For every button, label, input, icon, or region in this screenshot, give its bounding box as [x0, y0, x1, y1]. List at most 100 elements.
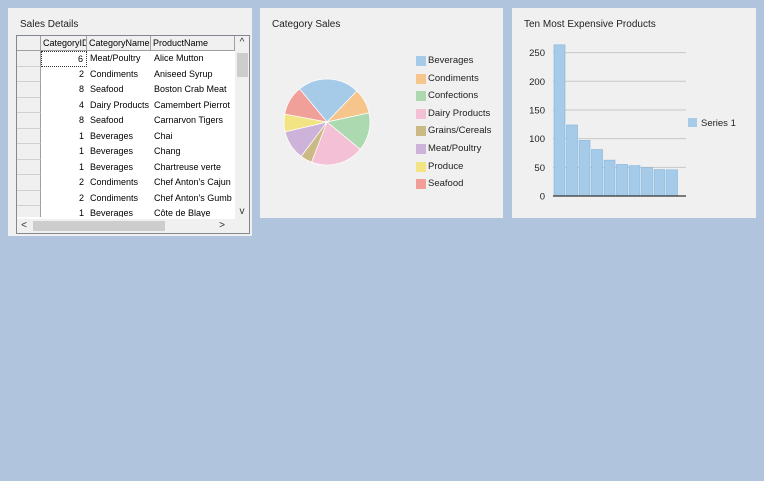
sales-details-panel: Sales Details CategoryID CategoryName Pr… — [8, 8, 252, 236]
cell-categoryid[interactable]: 8 — [78, 115, 84, 125]
vertical-scroll-thumb[interactable] — [237, 53, 248, 77]
bar-chart: 0 50 100 150 200 250 Series 1 — [529, 44, 736, 203]
row-header[interactable] — [17, 113, 41, 129]
cell-categoryid[interactable]: 2 — [78, 68, 84, 79]
row-header[interactable] — [17, 206, 41, 217]
cell-productname[interactable]: Côte de Blaye — [154, 208, 211, 217]
cell-productname[interactable]: Chartreuse verte — [154, 161, 222, 172]
bar — [628, 165, 641, 197]
legend-swatch — [688, 118, 697, 127]
legend-label: Series 1 — [701, 118, 736, 129]
sales-details-title: Sales Details — [20, 19, 79, 30]
bar — [553, 44, 566, 197]
table-row[interactable]: 2 Condiments Aniseed Syrup — [17, 66, 235, 82]
cell-categoryid[interactable]: 1 — [78, 146, 84, 156]
legend-swatch — [416, 91, 426, 102]
scroll-left-icon[interactable]: < — [21, 220, 27, 231]
category-sales-panel: Category Sales Beverages Condiments Confec… — [260, 8, 503, 218]
table-row[interactable]: 4 Dairy Products Camembert Pierrot — [17, 97, 235, 113]
row-header[interactable] — [17, 175, 41, 191]
column-header-productname[interactable]: ProductName — [151, 36, 235, 51]
table-row[interactable]: 2 Condiments Chef Anton's Cajun — [17, 175, 235, 191]
cell-categoryid[interactable]: 1 — [78, 208, 84, 217]
table-row[interactable]: 2 Condiments Chef Anton's Gumb — [17, 190, 235, 206]
bar — [641, 167, 653, 197]
row-header[interactable] — [17, 66, 41, 82]
bar — [616, 164, 628, 197]
cell-productname[interactable]: Chang — [154, 146, 181, 156]
y-tick-label: 200 — [529, 77, 545, 88]
pie-chart — [283, 78, 371, 166]
y-tick-label: 50 — [534, 163, 545, 174]
horizontal-scroll-thumb[interactable] — [33, 221, 165, 231]
bar — [566, 124, 578, 197]
scroll-up-icon[interactable]: ^ — [239, 37, 245, 48]
row-header[interactable] — [17, 97, 41, 113]
legend-label: Grains/Cereals — [428, 125, 492, 137]
cell-categoryid[interactable]: 8 — [78, 84, 84, 94]
cell-categoryname[interactable]: Seafood — [90, 84, 124, 94]
cell-productname[interactable]: Carnarvon Tigers — [154, 115, 224, 125]
table-row[interactable]: 8 Seafood Carnarvon Tigers — [17, 113, 235, 129]
cell-categoryname[interactable]: Seafood — [90, 115, 124, 125]
scrollbar-corner — [235, 219, 249, 233]
row-header[interactable] — [17, 51, 41, 67]
scroll-down-icon[interactable]: v — [239, 206, 245, 217]
cell-categoryname[interactable]: Beverages — [90, 161, 134, 172]
column-header-categoryid[interactable]: CategoryID — [41, 36, 87, 51]
bar — [591, 149, 603, 197]
cell-categoryid[interactable]: 2 — [78, 177, 84, 187]
cell-productname[interactable]: Chef Anton's Gumb — [154, 192, 232, 203]
vertical-scrollbar[interactable]: ^ v — [235, 36, 249, 219]
bar — [653, 169, 666, 197]
column-header-categoryname[interactable]: CategoryName — [87, 36, 151, 51]
cell-categoryid[interactable]: 1 — [78, 161, 84, 172]
table-row[interactable]: 1 Beverages Côte de Blaye — [17, 206, 235, 217]
table-row[interactable]: 1 Beverages Chai — [17, 128, 235, 144]
cell-productname[interactable]: Aniseed Syrup — [154, 68, 213, 79]
row-header[interactable] — [17, 144, 41, 160]
table-row[interactable]: 1 Beverages Chartreuse verte — [17, 159, 235, 175]
bar — [666, 169, 678, 197]
row-header[interactable] — [17, 190, 41, 206]
cell-categoryid[interactable]: 6 — [41, 51, 87, 67]
row-header[interactable] — [17, 128, 41, 144]
horizontal-scrollbar[interactable]: < > — [17, 219, 235, 233]
cell-productname[interactable]: Camembert Pierrot — [154, 99, 231, 110]
cell-categoryname[interactable]: Beverages — [90, 130, 134, 141]
table-row[interactable]: 6 Meat/Poultry Alice Mutton — [17, 51, 235, 67]
cell-categoryid[interactable]: 2 — [78, 192, 84, 203]
legend-swatch — [416, 73, 426, 84]
legend-label: Beverages — [428, 55, 474, 66]
cell-categoryname[interactable]: Condiments — [90, 68, 139, 79]
y-tick-label: 250 — [529, 48, 545, 59]
row-header[interactable] — [17, 159, 41, 175]
pie-slice-dairy-products — [311, 121, 361, 166]
grid-corner-header[interactable] — [17, 36, 41, 51]
table-row[interactable]: 1 Beverages Chang — [17, 144, 235, 160]
legend-label: Produce — [428, 160, 464, 172]
legend-swatch — [416, 56, 426, 66]
grid-rows: 6 Meat/Poultry Alice Mutton 2 Condiments Anis… — [17, 51, 235, 217]
table-row[interactable]: 8 Seafood Boston Crab Meat — [17, 82, 235, 98]
cell-productname[interactable]: Alice Mutton — [154, 53, 204, 63]
y-tick-label: 150 — [529, 105, 545, 116]
cell-productname[interactable]: Boston Crab Meat — [154, 84, 227, 94]
cell-productname[interactable]: Chai — [154, 130, 173, 141]
legend-label: Seafood — [428, 178, 464, 190]
cell-categoryname[interactable]: Dairy Products — [90, 99, 150, 110]
cell-productname[interactable]: Chef Anton's Cajun — [154, 177, 231, 187]
cell-categoryname[interactable]: Condiments — [90, 177, 139, 187]
cell-categoryname[interactable]: Meat/Poultry — [90, 53, 141, 63]
cell-categoryname[interactable]: Beverages — [90, 146, 134, 156]
cell-categoryid[interactable]: 1 — [78, 130, 84, 141]
row-header[interactable] — [17, 82, 41, 98]
legend-label: Condiments — [428, 72, 479, 84]
bar — [603, 159, 616, 197]
scroll-right-icon[interactable]: > — [219, 220, 225, 231]
cell-categoryname[interactable]: Condiments — [90, 192, 139, 203]
sales-grid[interactable]: CategoryID CategoryName ProductName 6 Mea… — [16, 35, 250, 234]
cell-categoryid[interactable]: 4 — [78, 99, 84, 110]
cell-categoryname[interactable]: Beverages — [90, 208, 134, 217]
pie-slice-seafood — [284, 88, 328, 123]
